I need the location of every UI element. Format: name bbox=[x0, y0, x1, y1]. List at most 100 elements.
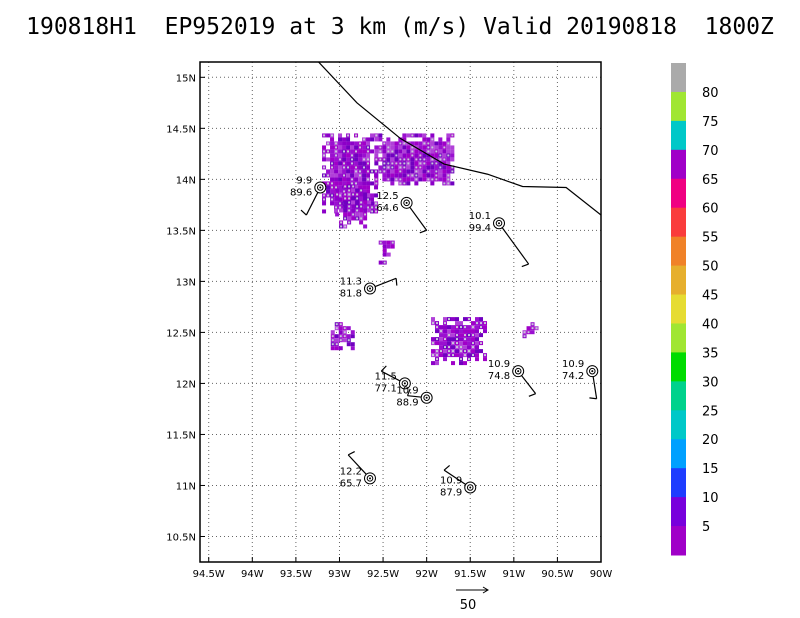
wind-arrow bbox=[344, 197, 347, 200]
wind-arrow bbox=[523, 331, 526, 334]
wind-cell bbox=[366, 185, 371, 190]
wind-cell bbox=[366, 181, 371, 186]
observation: 11.577.1 bbox=[375, 365, 411, 394]
wind-cell bbox=[471, 337, 476, 342]
wind-cell bbox=[467, 337, 472, 342]
wind-cell bbox=[422, 153, 427, 158]
wind-arrow bbox=[367, 162, 370, 165]
wind-cell bbox=[422, 177, 427, 182]
wind-arrow bbox=[363, 138, 366, 141]
wind-arrow bbox=[375, 158, 378, 161]
wind-cell bbox=[382, 149, 387, 154]
wind-cell bbox=[446, 137, 451, 142]
wind-cell bbox=[382, 248, 387, 253]
wind-arrow bbox=[327, 182, 330, 185]
wind-cell bbox=[346, 153, 351, 158]
wind-cell bbox=[418, 177, 423, 182]
wind-cell bbox=[418, 169, 423, 174]
wind-arrow bbox=[371, 170, 374, 173]
wind-arrow bbox=[460, 346, 463, 349]
x-tick-label: 91.5W bbox=[454, 569, 486, 580]
barb-feather bbox=[406, 388, 411, 396]
wind-arrow bbox=[432, 342, 435, 345]
wind-cell bbox=[435, 329, 440, 334]
wind-arrow bbox=[443, 158, 446, 161]
grid-lines bbox=[200, 62, 602, 562]
wind-arrow bbox=[391, 162, 394, 165]
wind-arrow bbox=[331, 335, 334, 338]
wind-cell bbox=[434, 165, 439, 170]
wind-arrow bbox=[359, 174, 362, 177]
wind-cell bbox=[363, 192, 368, 197]
wind-cell bbox=[378, 133, 383, 138]
colorbar-segment bbox=[671, 236, 686, 267]
wind-cell bbox=[386, 173, 391, 178]
wind-arrow bbox=[348, 197, 351, 200]
wind-arrow bbox=[387, 178, 390, 181]
wind-arrow bbox=[527, 331, 530, 334]
y-tick-label: 11.5N bbox=[166, 430, 196, 441]
wind-cell bbox=[358, 181, 363, 186]
wind-cell bbox=[463, 329, 468, 334]
colorbar-segment bbox=[671, 294, 686, 324]
wind-cell bbox=[455, 349, 460, 354]
wind-cell bbox=[358, 149, 363, 154]
wind-cell bbox=[366, 137, 371, 142]
wind-arrow bbox=[468, 334, 471, 337]
wind-cell bbox=[338, 173, 343, 178]
wind-cell bbox=[398, 153, 403, 158]
wind-cell bbox=[370, 193, 375, 198]
wind-cell bbox=[402, 145, 407, 150]
wind-cell bbox=[451, 325, 456, 330]
wind-cell bbox=[394, 141, 399, 146]
wind-cell bbox=[382, 177, 387, 182]
wind-arrow bbox=[323, 194, 326, 197]
wind-arrow bbox=[435, 162, 438, 165]
wind-cell bbox=[382, 252, 387, 257]
wind-arrow bbox=[331, 162, 334, 165]
wind-cell bbox=[455, 329, 460, 334]
wind-arrow bbox=[335, 142, 338, 145]
wind-arrow bbox=[339, 206, 342, 209]
wind-arrow bbox=[431, 146, 434, 149]
wind-arrow bbox=[448, 350, 451, 353]
wind-arrow bbox=[360, 189, 363, 192]
wind-cell bbox=[338, 149, 343, 154]
colorbar-label: 45 bbox=[702, 289, 719, 304]
wind-arrow bbox=[351, 178, 354, 181]
wind-arrow bbox=[367, 146, 370, 149]
wind-arrow bbox=[523, 335, 526, 338]
wind-arrow bbox=[331, 166, 334, 169]
wind-cell bbox=[351, 208, 356, 213]
x-axis-ticks: 94.5W 94W 93.5W 93W 92.5W 92W 91.5W 91W 90.5W 90W bbox=[193, 557, 612, 580]
station-marker-dot bbox=[405, 201, 408, 204]
wind-arrow bbox=[359, 142, 362, 145]
station-marker-dot bbox=[368, 287, 371, 290]
observation-speed: 12.2 bbox=[340, 466, 362, 477]
barb-feather bbox=[300, 209, 307, 216]
colorbar-label: 15 bbox=[702, 462, 719, 477]
wind-arrow bbox=[347, 339, 350, 342]
observation-direction: 99.4 bbox=[469, 223, 491, 234]
wind-cell bbox=[406, 177, 411, 182]
observation-speed: 10.1 bbox=[469, 211, 491, 222]
wind-arrow bbox=[399, 162, 402, 165]
wind-arrow bbox=[399, 142, 402, 145]
station-marker-inner bbox=[403, 199, 410, 207]
wind-arrow bbox=[447, 174, 450, 177]
wind-arrow bbox=[468, 350, 471, 353]
wind-cell bbox=[451, 361, 456, 366]
wind-arrow bbox=[371, 210, 374, 213]
observation-speed: 10.9 bbox=[562, 359, 584, 370]
wind-cell bbox=[439, 333, 444, 338]
y-tick-label: 10.5N bbox=[166, 532, 196, 543]
wind-arrow bbox=[343, 174, 346, 177]
wind-arrow bbox=[383, 162, 386, 165]
wind-cell bbox=[447, 325, 452, 330]
wind-arrow bbox=[355, 182, 358, 185]
wind-cell bbox=[342, 338, 347, 343]
observations: 9.989.6 12.564.610.199.411.381.811.577.1 1… bbox=[290, 176, 599, 499]
observation-direction: 74.2 bbox=[562, 371, 584, 382]
wind-arrow bbox=[432, 354, 435, 357]
wind-cell bbox=[338, 330, 343, 335]
